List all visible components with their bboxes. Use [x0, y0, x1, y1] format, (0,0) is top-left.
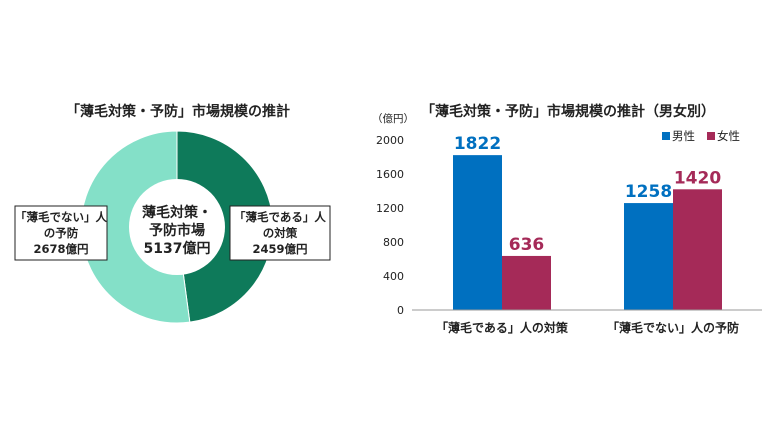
bars [453, 155, 722, 310]
callout-slice-2: 「薄毛でない」人 の予防 2678億円 [14, 205, 108, 261]
category-label-2: 「薄毛でない」人の予防 [607, 320, 739, 335]
bar-value-label: 1822 [454, 134, 501, 154]
callout-1-line3: 2459億円 [252, 242, 307, 256]
bar-value-label: 1420 [674, 168, 721, 188]
donut-chart: 「薄毛対策・予防」市場規模の推計 薄毛対策・ 予防市場 5137億円 「薄毛でな… [14, 103, 331, 324]
center-label-line2: 予防市場 [149, 222, 205, 239]
y-tick-label: 0 [397, 304, 404, 317]
y-tick-label: 800 [383, 236, 404, 249]
category-labels: 「薄毛である」人の対策 「薄毛でない」人の予防 [436, 320, 739, 335]
legend-label-female: 女性 [717, 129, 740, 143]
bar-female-1 [502, 255, 551, 310]
center-label-line3: 5137億円 [144, 240, 211, 257]
callout-2-line2: の予防 [44, 226, 79, 240]
bar-female-2 [673, 189, 722, 310]
donut-hole [129, 179, 225, 275]
callout-2-line3: 2678億円 [33, 242, 88, 256]
callout-1-line1: 「薄毛である」人 [234, 210, 326, 224]
bar-value-label: 636 [509, 235, 545, 255]
legend: 男性 女性 [662, 129, 740, 143]
legend-swatch-male [662, 132, 670, 140]
category-label-1: 「薄毛である」人の対策 [436, 320, 569, 335]
callout-box-2 [14, 205, 108, 261]
y-tick-label: 400 [383, 270, 404, 283]
callout-2-line1: 「薄毛でない」人 [15, 210, 107, 224]
callout-slice-1: 「薄毛である」人 の対策 2459億円 [229, 205, 331, 261]
callout-1-line2: の対策 [263, 226, 298, 240]
y-tick-labels: 0 400 800 1200 1600 2000 [376, 134, 404, 317]
y-tick-label: 2000 [376, 134, 404, 147]
bar-chart: 「薄毛対策・予防」市場規模の推計（男女別） （億円） 0 400 800 1200 16… [372, 103, 762, 335]
center-label-line1: 薄毛対策・ [142, 204, 212, 221]
bar-title: 「薄毛対策・予防」市場規模の推計（男女別） [421, 103, 715, 120]
donut-title: 「薄毛対策・予防」市場規模の推計 [66, 103, 290, 120]
bar-male-2 [624, 203, 673, 310]
legend-label-male: 男性 [672, 129, 695, 143]
y-unit-label: （億円） [372, 112, 414, 125]
callout-box-1 [229, 205, 331, 261]
y-tick-label: 1600 [376, 168, 404, 181]
legend-swatch-female [707, 132, 715, 140]
bar-value-label: 1258 [625, 182, 672, 202]
bar-male-1 [453, 155, 502, 310]
y-tick-label: 1200 [376, 202, 404, 215]
